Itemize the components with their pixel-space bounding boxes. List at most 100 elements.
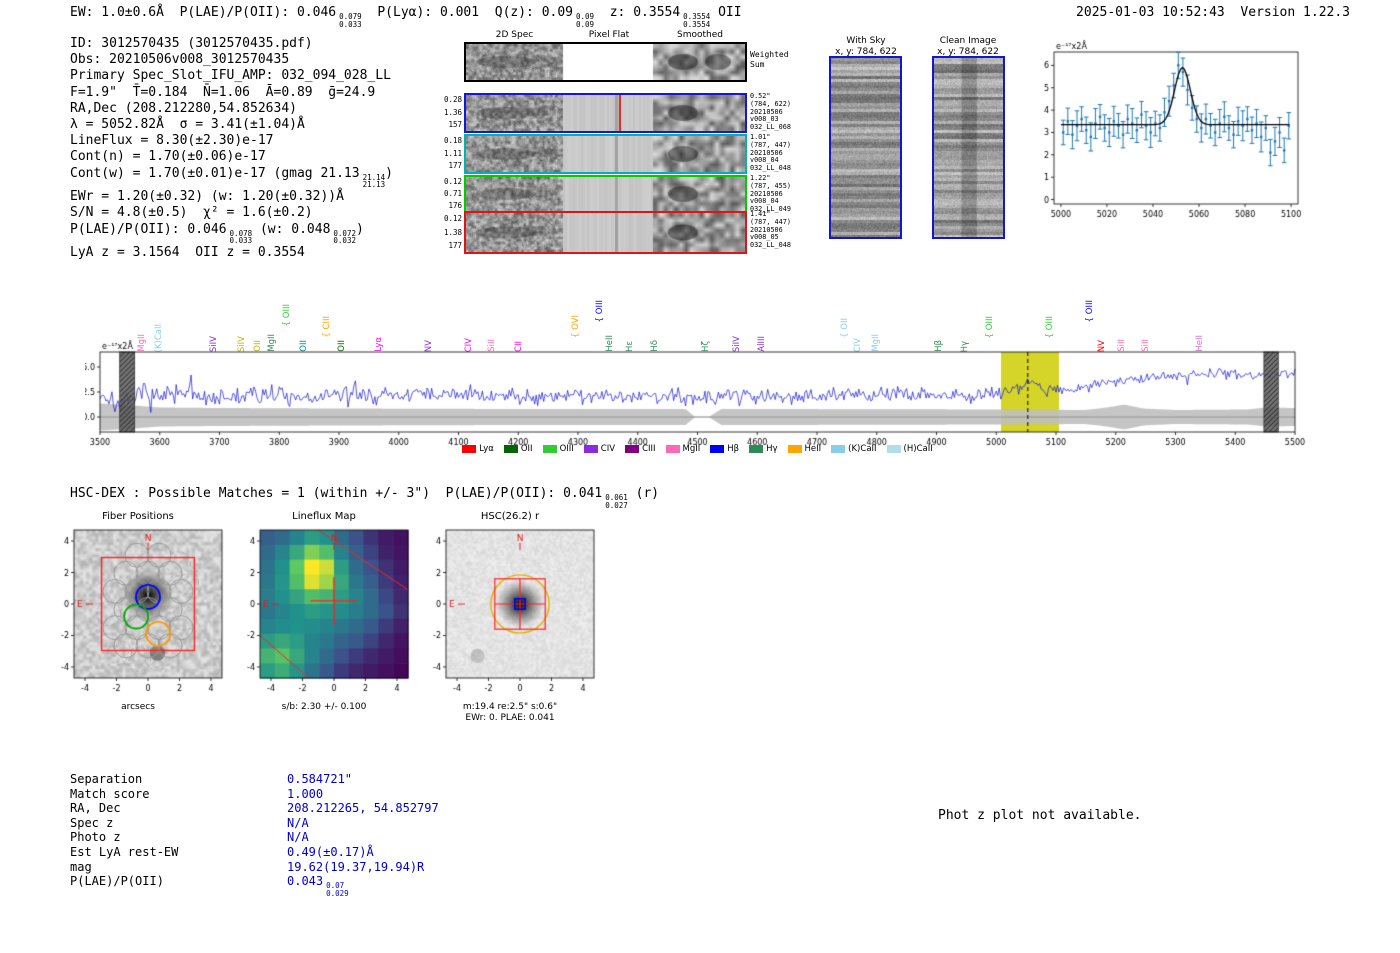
spec2d-row: [464, 211, 747, 254]
weighted-sum-line: Weighted: [750, 50, 789, 59]
spec2d-row-image: [466, 44, 745, 80]
annotation-line: 1.22": [750, 174, 771, 182]
clean-image-xy: x, y: 784, 622: [937, 47, 999, 57]
match-table-label: Separation: [70, 772, 143, 786]
version-label: Version 1.22.3: [1240, 5, 1350, 20]
match-table-value: 208.212265, 54.852797: [287, 801, 439, 815]
stat-value: 0.71: [443, 189, 462, 198]
text-segment: HSC-DEX : Possible Matches = 1 (within +…: [70, 486, 603, 501]
text-segment: F=1.9" T̄=0.184 N̄=1.06 Ā=0.89 ḡ=24.9: [70, 84, 376, 100]
sup-value: 0.079: [339, 12, 362, 21]
spec2d-row-annotation: 1.22" (787, 455) 20210506 v008_04 032_LL_049: [750, 174, 822, 214]
annotation-line: 032_LL_048: [750, 241, 791, 250]
legend-swatch: [462, 445, 477, 453]
spec2d-row: [464, 175, 747, 213]
text-segment: Cont(w) = 1.70(±0.01)e-17 (gmag 21.13: [70, 165, 360, 181]
emission-line-label: { OIII: [281, 303, 292, 326]
sup-sub-fraction: 0.07 0.029: [326, 882, 349, 898]
legend-label: CIV: [600, 444, 616, 454]
legend-item: MgII: [665, 444, 701, 454]
clean-image-panel: [932, 56, 1005, 239]
stat-value: 1.11: [443, 148, 462, 158]
lineflux-map-panel: Lineflux Map s/b: 2.30 +/- 0.100: [234, 511, 414, 713]
stat-value: 0.28: [443, 95, 462, 104]
sup-value: 0.09: [576, 12, 595, 21]
spec2d-row-stats: 0.12 0.71 176: [436, 176, 462, 212]
stat-value: 177: [448, 161, 462, 171]
legend-item: (K)CaII: [831, 444, 877, 454]
annotation-line: 1.01": [750, 133, 771, 141]
photz-note: Phot z plot not available.: [938, 808, 1142, 823]
info-line: P(LAE)/P(OII): 0.046 0.078 0.033 (w: 0.048…: [70, 222, 393, 246]
sub-value: 0.033: [339, 19, 362, 29]
match-table-label: Match score: [70, 786, 150, 801]
legend-item: HeII: [787, 444, 821, 454]
legend-swatch: [886, 445, 901, 453]
annotation-line: 1.41": [750, 210, 771, 218]
stat-value: 177: [448, 241, 462, 251]
lineflux-map-xlabel: s/b: 2.30 +/- 0.100: [281, 702, 367, 712]
match-table-value: 0.584721": [287, 772, 352, 786]
spec2d-row-image: [466, 95, 745, 131]
legend-item: OII: [503, 444, 533, 454]
annotation-line: 0.52": [750, 92, 771, 100]
annotation-line: 20210506: [750, 189, 783, 198]
legend-item: Hβ: [710, 444, 739, 454]
text-segment: λ = 5052.82Å σ = 3.41(±1.04)Å: [70, 117, 305, 133]
emission-line-label: { OII: [839, 318, 850, 338]
annotation-line: (784, 622): [750, 99, 791, 108]
summary-line: EW: 1.0±0.6Å P(LAE)/P(OII): 0.046 0.079 0.…: [70, 5, 742, 29]
spec2d-row-annotation: 0.52" (784, 622) 20210506 v008_03 032_LL_068: [750, 92, 822, 132]
spec2d-row: [464, 93, 747, 133]
match-table-row: RA, Dec 208.212265, 54.852797: [70, 801, 439, 816]
hsc-cutout-xlabel2: EWr: 0. PLAE: 0.041: [465, 713, 555, 723]
text-segment: OII: [710, 5, 742, 20]
legend-swatch: [749, 445, 764, 453]
hsc-cutout-title: HSC(26.2) r: [480, 511, 540, 522]
legend-swatch: [665, 445, 680, 453]
legend-swatch: [831, 445, 846, 453]
spec2d-row-image: [466, 177, 745, 211]
lineflux-map-plot: [234, 524, 414, 702]
text-segment: (w: 0.048: [252, 221, 331, 237]
report-timestamp: 2025-01-03 10:52:43 Version 1.22.3: [1050, 5, 1350, 20]
legend-label: CIII: [642, 444, 656, 454]
info-line: RA,Dec (208.212280,54.852634): [70, 101, 393, 117]
legend-label: MgII: [682, 444, 701, 454]
match-table-value: N/A: [287, 830, 309, 844]
annotation-line: (787, 447): [750, 140, 791, 149]
sub-value: 0.027: [605, 500, 628, 510]
match-table: Separation 0.584721" Match score 1.000 RA, D…: [70, 772, 439, 898]
sub-value: 0.029: [326, 888, 349, 898]
stat-value: 0.18: [443, 136, 462, 145]
match-table-value: N/A: [287, 816, 309, 830]
text-segment: 0.043: [287, 874, 324, 889]
match-table-row: Separation 0.584721": [70, 772, 439, 787]
info-line: Obs: 20210506v008_3012570435: [70, 52, 393, 68]
info-line: Primary Spec_Slot_IFU_AMP: 032_094_028_L…: [70, 68, 393, 84]
fiber-positions-plot: [48, 524, 228, 702]
spec2d-row-image: [466, 213, 745, 252]
text-segment: ): [355, 221, 364, 237]
spec2d-row-stats: 0.28 1.36 157: [436, 94, 462, 132]
sub-value: 0.09: [576, 19, 595, 29]
sup-sub-fraction: 0.072 0.032: [333, 229, 356, 246]
spec2d-row-annotation: 1.01" (787, 447) 20210506 v008_04 032_LL_048: [750, 133, 822, 173]
clean-image-title: Clean Image x, y: 784, 622: [922, 36, 1014, 58]
text-segment: LyA z = 3.1564 OII z = 0.3554: [70, 245, 305, 261]
full-spectrum-plot: [85, 340, 1310, 452]
stat-value: 1.36: [443, 107, 462, 117]
sup-value: 0.07: [326, 881, 345, 891]
text-segment: RA,Dec (208.212280,54.852634): [70, 100, 297, 116]
match-table-row: Est LyA rest-EW 0.49(±0.17)Å: [70, 845, 439, 860]
clean-image: [934, 58, 1003, 237]
text-segment: 19.62(19.37,19.94)R: [287, 859, 425, 874]
emission-line-label: { OIII: [1084, 299, 1095, 322]
emission-line-label: { OVI: [570, 315, 581, 338]
annotation-line: 20210506: [750, 225, 783, 234]
sup-sub-fraction: 0.061 0.027: [605, 494, 628, 510]
with-sky-title: With Sky x, y: 784, 622: [820, 36, 912, 58]
legend-item: Hγ: [749, 444, 778, 454]
legend-label: OII: [520, 444, 533, 454]
legend-swatch: [503, 445, 518, 453]
